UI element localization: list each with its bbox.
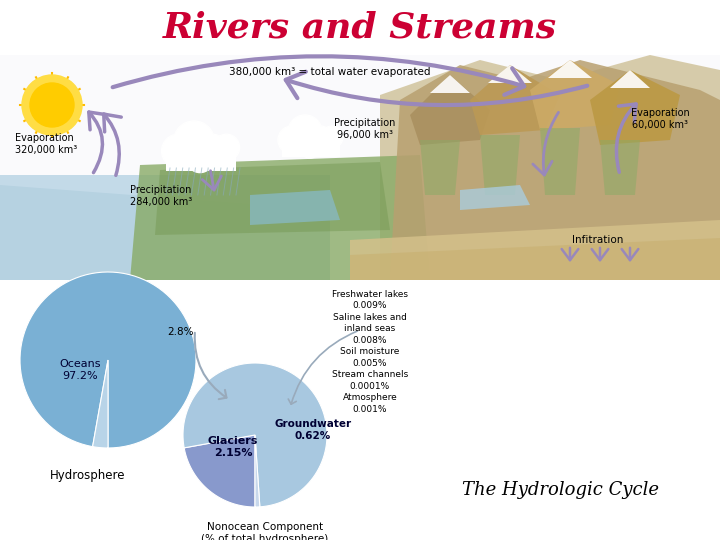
Polygon shape — [430, 75, 470, 93]
Polygon shape — [470, 65, 560, 135]
Text: Freshwater lakes
0.009%
Saline lakes and
inland seas
0.008%
Soil moisture
0.005%: Freshwater lakes 0.009% Saline lakes and… — [332, 290, 408, 414]
Polygon shape — [548, 60, 592, 78]
Text: Precipitation
284,000 km³: Precipitation 284,000 km³ — [130, 185, 192, 207]
Text: Glaciers
2.15%: Glaciers 2.15% — [208, 436, 258, 458]
Circle shape — [213, 134, 240, 160]
Circle shape — [299, 136, 321, 158]
Polygon shape — [0, 55, 720, 280]
Polygon shape — [0, 175, 330, 210]
Circle shape — [307, 126, 333, 152]
Text: Oceans
97.2%: Oceans 97.2% — [59, 359, 101, 381]
Polygon shape — [282, 140, 340, 157]
Polygon shape — [0, 175, 330, 280]
Polygon shape — [420, 140, 460, 195]
Polygon shape — [590, 70, 680, 145]
Polygon shape — [390, 60, 720, 280]
Circle shape — [22, 75, 82, 135]
Text: Evaporation
320,000 km³: Evaporation 320,000 km³ — [15, 133, 77, 154]
Polygon shape — [488, 65, 532, 83]
Text: Groundwater
0.62%: Groundwater 0.62% — [274, 419, 351, 441]
Polygon shape — [130, 155, 430, 280]
Circle shape — [197, 134, 228, 165]
Polygon shape — [530, 60, 620, 130]
Text: Nonocean Component
(% of total hydrosphere): Nonocean Component (% of total hydrosphe… — [202, 522, 328, 540]
Circle shape — [161, 134, 195, 168]
Polygon shape — [155, 162, 390, 235]
Polygon shape — [255, 435, 260, 507]
Polygon shape — [350, 238, 720, 280]
Text: Infitration: Infitration — [572, 235, 624, 245]
Polygon shape — [184, 435, 255, 507]
Circle shape — [30, 83, 74, 127]
Circle shape — [186, 146, 213, 173]
Text: Precipitation
96,000 km³: Precipitation 96,000 km³ — [334, 118, 396, 140]
Polygon shape — [350, 220, 720, 280]
Text: The Hydrologic Cycle: The Hydrologic Cycle — [462, 481, 659, 499]
Polygon shape — [93, 360, 108, 448]
Circle shape — [321, 126, 343, 148]
Text: Rivers and Streams: Rivers and Streams — [163, 11, 557, 45]
Polygon shape — [166, 151, 236, 171]
Polygon shape — [610, 70, 650, 88]
Polygon shape — [460, 185, 530, 210]
Circle shape — [288, 115, 322, 149]
Circle shape — [278, 126, 306, 154]
Text: 380,000 km³ = total water evaporated: 380,000 km³ = total water evaporated — [229, 67, 431, 77]
Polygon shape — [540, 128, 580, 195]
Polygon shape — [183, 363, 327, 507]
Polygon shape — [250, 190, 340, 225]
Text: Evaporation
60,000 km³: Evaporation 60,000 km³ — [631, 108, 689, 130]
Text: 2.8%: 2.8% — [167, 327, 193, 337]
Polygon shape — [410, 75, 490, 145]
Polygon shape — [600, 140, 640, 195]
Polygon shape — [380, 55, 720, 280]
Polygon shape — [480, 135, 520, 195]
Text: Hydrosphere: Hydrosphere — [50, 469, 126, 482]
Circle shape — [174, 121, 215, 162]
Polygon shape — [20, 272, 196, 448]
